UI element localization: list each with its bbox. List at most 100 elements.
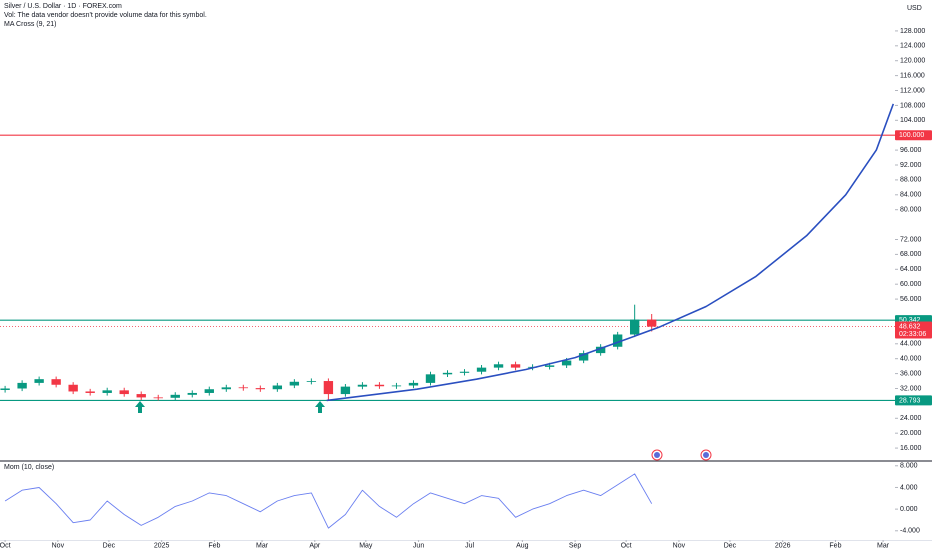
x-tick-label: Jun: [413, 542, 424, 549]
candle-body: [170, 394, 180, 398]
candle-body: [493, 364, 504, 368]
candle-body: [119, 390, 129, 395]
x-tick-label: 2026: [775, 542, 791, 549]
y-tick-label: 104.000: [900, 117, 925, 124]
signal-arrows: [135, 401, 325, 413]
y-tick-label: -4.000: [900, 528, 920, 535]
candle-body: [425, 374, 436, 383]
candle-body: [102, 390, 112, 393]
x-tick-label: Dec: [724, 542, 737, 549]
candle-body: [0, 388, 10, 390]
indicator-label: MA Cross (9, 21): [4, 21, 57, 28]
candle-body: [357, 384, 368, 387]
y-tick-label: 108.000: [900, 102, 925, 109]
candle-body: [340, 386, 351, 395]
event-icons: [651, 449, 712, 461]
y-tick-label: 56.000: [900, 296, 922, 303]
x-tick-label: Mar: [877, 542, 890, 549]
price-label: 48.632: [899, 323, 921, 330]
x-tick-label: Feb: [829, 542, 841, 549]
x-tick-label: Oct: [0, 542, 11, 549]
y-tick-label: 24.000: [900, 415, 922, 422]
x-tick-label: Apr: [309, 542, 321, 549]
y-tick-label: 20.000: [900, 430, 922, 437]
buy-arrow: [135, 401, 145, 413]
price-label: 100.000: [899, 132, 924, 139]
y-tick-label: 4.000: [900, 484, 918, 491]
candle-body: [34, 379, 44, 383]
price-label: 50.342: [899, 317, 921, 324]
x-tick-label: Sep: [569, 542, 582, 549]
x-tick-label: Nov: [673, 542, 686, 549]
y-tick-label: 92.000: [900, 162, 922, 169]
candle-body: [476, 367, 487, 372]
y-tick-label: 116.000: [900, 72, 925, 79]
candle-body: [221, 387, 231, 390]
y-tick-label: 84.000: [900, 192, 922, 199]
candle-body: [51, 379, 61, 385]
x-tick-label: May: [359, 542, 373, 549]
y-tick-label: 0.000: [900, 506, 918, 513]
candle-body: [187, 392, 197, 395]
y-tick-label: 120.000: [900, 58, 925, 65]
momentum-title: Mom (10, close): [4, 464, 54, 471]
candle-body: [306, 381, 317, 382]
price-label-box: [895, 130, 932, 141]
y-tick-label: 16.000: [900, 445, 922, 452]
y-tick-label: 124.000: [900, 43, 925, 50]
candle-body: [629, 319, 640, 335]
candle-body: [255, 388, 266, 390]
candle-body: [595, 346, 606, 354]
event-icon-inner: [654, 452, 660, 458]
projection-curve: [326, 103, 895, 402]
candle-body: [238, 387, 248, 389]
y-tick-label: 36.000: [900, 370, 922, 377]
candle-body: [68, 384, 78, 392]
candle-body: [510, 364, 521, 368]
event-icon-inner: [703, 452, 709, 458]
momentum-line: [4, 473, 653, 529]
x-tick-label: Mar: [256, 542, 269, 549]
y-tick-label: 72.000: [900, 236, 922, 243]
candle-body: [408, 382, 419, 386]
candle-body: [647, 319, 657, 327]
x-tick-label: Nov: [52, 542, 65, 549]
x-tick-label: Dec: [103, 542, 116, 549]
price-label-box: [895, 321, 932, 339]
y-tick-label: 60.000: [900, 281, 922, 288]
y-tick-label: 64.000: [900, 266, 922, 273]
candle-body: [442, 372, 453, 375]
candle-body: [578, 353, 589, 361]
candle-body: [17, 382, 27, 389]
x-tick-label: Feb: [208, 542, 220, 549]
candle-body: [612, 334, 623, 347]
x-tick-label: Oct: [621, 542, 632, 549]
candle-body: [136, 394, 146, 398]
y-tick-label: 44.000: [900, 341, 922, 348]
chart-title: Silver / U.S. Dollar · 1D · FOREX.com: [4, 3, 122, 10]
y-tick-label: 128.000: [900, 28, 925, 35]
y-tick-label: 68.000: [900, 251, 922, 258]
buy-arrow: [315, 401, 325, 413]
candle-body: [391, 385, 402, 387]
x-tick-label: Aug: [516, 542, 529, 549]
x-tick-label: Jul: [465, 542, 474, 549]
candle-body: [561, 360, 572, 366]
candle-body: [323, 381, 334, 395]
currency-label: USD: [907, 5, 922, 12]
volume-note: Vol: The data vendor doesn't provide vol…: [4, 12, 207, 19]
y-tick-label: 112.000: [900, 87, 925, 94]
y-tick-label: 32.000: [900, 385, 922, 392]
price-label-box: [895, 395, 932, 406]
candle-body: [459, 371, 470, 373]
x-tick-label: 2025: [154, 542, 170, 549]
price-label: 28.793: [899, 397, 921, 404]
candle-body: [289, 381, 300, 386]
candle-body: [272, 385, 283, 390]
candle-body: [153, 397, 163, 399]
candle-body: [544, 365, 555, 367]
y-tick-label: 88.000: [900, 177, 922, 184]
y-tick-label: 96.000: [900, 147, 922, 154]
